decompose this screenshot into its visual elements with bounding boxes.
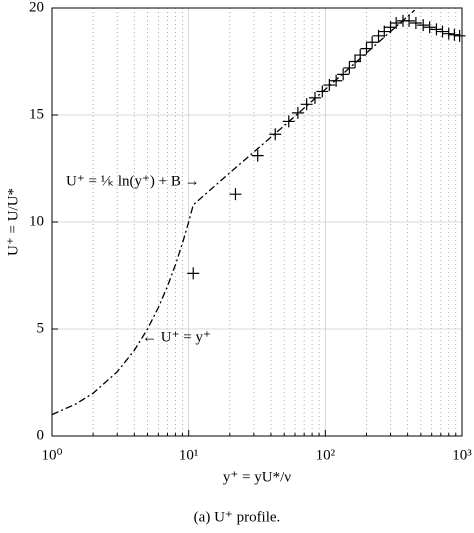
annotation: ← U⁺ = y⁺ bbox=[142, 329, 211, 345]
y-axis-label: U⁺ = U/U* bbox=[5, 188, 21, 256]
plus-marker bbox=[430, 23, 443, 36]
y-tick-label: 15 bbox=[29, 106, 44, 122]
plus-marker bbox=[423, 21, 436, 34]
plus-marker bbox=[187, 267, 200, 280]
plus-marker bbox=[269, 128, 282, 141]
plus-marker bbox=[442, 27, 455, 40]
plus-marker bbox=[229, 188, 242, 201]
y-tick-label: 5 bbox=[37, 320, 45, 336]
x-axis-label: y⁺ = yU*/ν bbox=[223, 469, 291, 485]
plus-marker bbox=[349, 55, 362, 68]
plus-marker bbox=[354, 49, 367, 62]
plus-marker bbox=[291, 106, 304, 119]
plus-marker bbox=[337, 68, 350, 81]
plus-marker bbox=[378, 25, 391, 38]
y-tick-label: 20 bbox=[29, 0, 44, 15]
x-tick-label: 10¹ bbox=[179, 447, 199, 463]
x-tick-label: 10⁰ bbox=[41, 447, 62, 463]
plus-marker bbox=[403, 14, 416, 27]
plus-marker bbox=[308, 91, 321, 104]
plus-marker bbox=[343, 61, 356, 74]
x-tick-label: 10³ bbox=[452, 447, 472, 463]
plus-marker bbox=[282, 115, 295, 128]
plus-marker bbox=[448, 28, 461, 41]
plus-marker bbox=[330, 74, 343, 87]
x-tick-label: 10² bbox=[316, 447, 336, 463]
plus-marker bbox=[316, 85, 329, 98]
plus-marker bbox=[453, 29, 466, 42]
y-tick-label: 10 bbox=[29, 213, 44, 229]
annotation: U⁺ = ¹⁄ₖ ln(y⁺) + B → bbox=[66, 173, 200, 189]
caption: (a) U⁺ profile. bbox=[194, 509, 281, 525]
plus-marker bbox=[436, 25, 449, 38]
plus-marker bbox=[323, 79, 336, 92]
plot-frame bbox=[51, 7, 463, 437]
plus-marker bbox=[366, 36, 379, 49]
plus-marker bbox=[251, 149, 264, 162]
y-tick-label: 0 bbox=[37, 427, 45, 443]
plus-marker bbox=[417, 19, 430, 32]
plus-marker bbox=[360, 42, 373, 55]
plus-marker bbox=[390, 16, 403, 29]
plus-marker bbox=[409, 16, 422, 29]
plus-marker bbox=[300, 98, 313, 111]
law-line bbox=[51, 9, 416, 416]
